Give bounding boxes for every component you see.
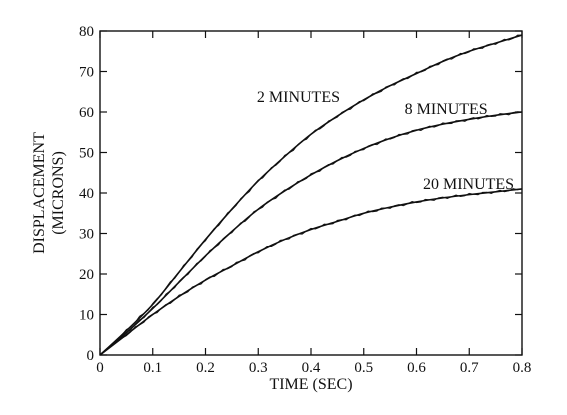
y-tick-label: 70 <box>79 65 94 81</box>
x-tick-label: 0.7 <box>460 360 479 376</box>
series-trace <box>100 189 522 355</box>
y-axis-units: (MICRONS) <box>50 151 67 235</box>
y-tick-label: 40 <box>79 186 94 202</box>
y-tick-label: 60 <box>79 105 94 121</box>
x-axis-title: TIME (SEC) <box>269 376 352 393</box>
series-trace <box>100 112 522 355</box>
x-tick-label: 0.4 <box>302 360 321 376</box>
curve-label: 20 MINUTES <box>423 176 514 193</box>
y-tick-label: 20 <box>79 267 94 283</box>
curve-label: 2 MINUTES <box>257 89 340 106</box>
x-tick-label: 0.8 <box>513 360 532 376</box>
y-tick-label: 50 <box>79 146 94 162</box>
series-curve <box>100 189 522 355</box>
y-tick-label: 0 <box>87 348 95 364</box>
y-tick-label: 80 <box>79 24 94 40</box>
x-tick-label: 0.1 <box>143 360 162 376</box>
x-axis: 0 0.1 0.2 0.3 0.4 0.5 0.6 0.7 0.8 <box>96 31 531 376</box>
data-series <box>100 35 522 355</box>
x-tick-label: 0.6 <box>407 360 426 376</box>
curve-label: 8 MINUTES <box>405 101 488 118</box>
x-tick-label: 0.5 <box>354 360 373 376</box>
curve-labels: 2 MINUTES 8 MINUTES 20 MINUTES <box>257 89 514 193</box>
series-curve <box>100 112 522 355</box>
y-tick-label: 30 <box>79 227 94 243</box>
x-tick-label: 0.3 <box>249 360 268 376</box>
x-tick-label: 0.2 <box>196 360 215 376</box>
y-tick-label: 10 <box>79 308 94 324</box>
y-axis-title: DISPLACEMENT <box>31 132 48 254</box>
x-tick-label: 0 <box>96 360 104 376</box>
